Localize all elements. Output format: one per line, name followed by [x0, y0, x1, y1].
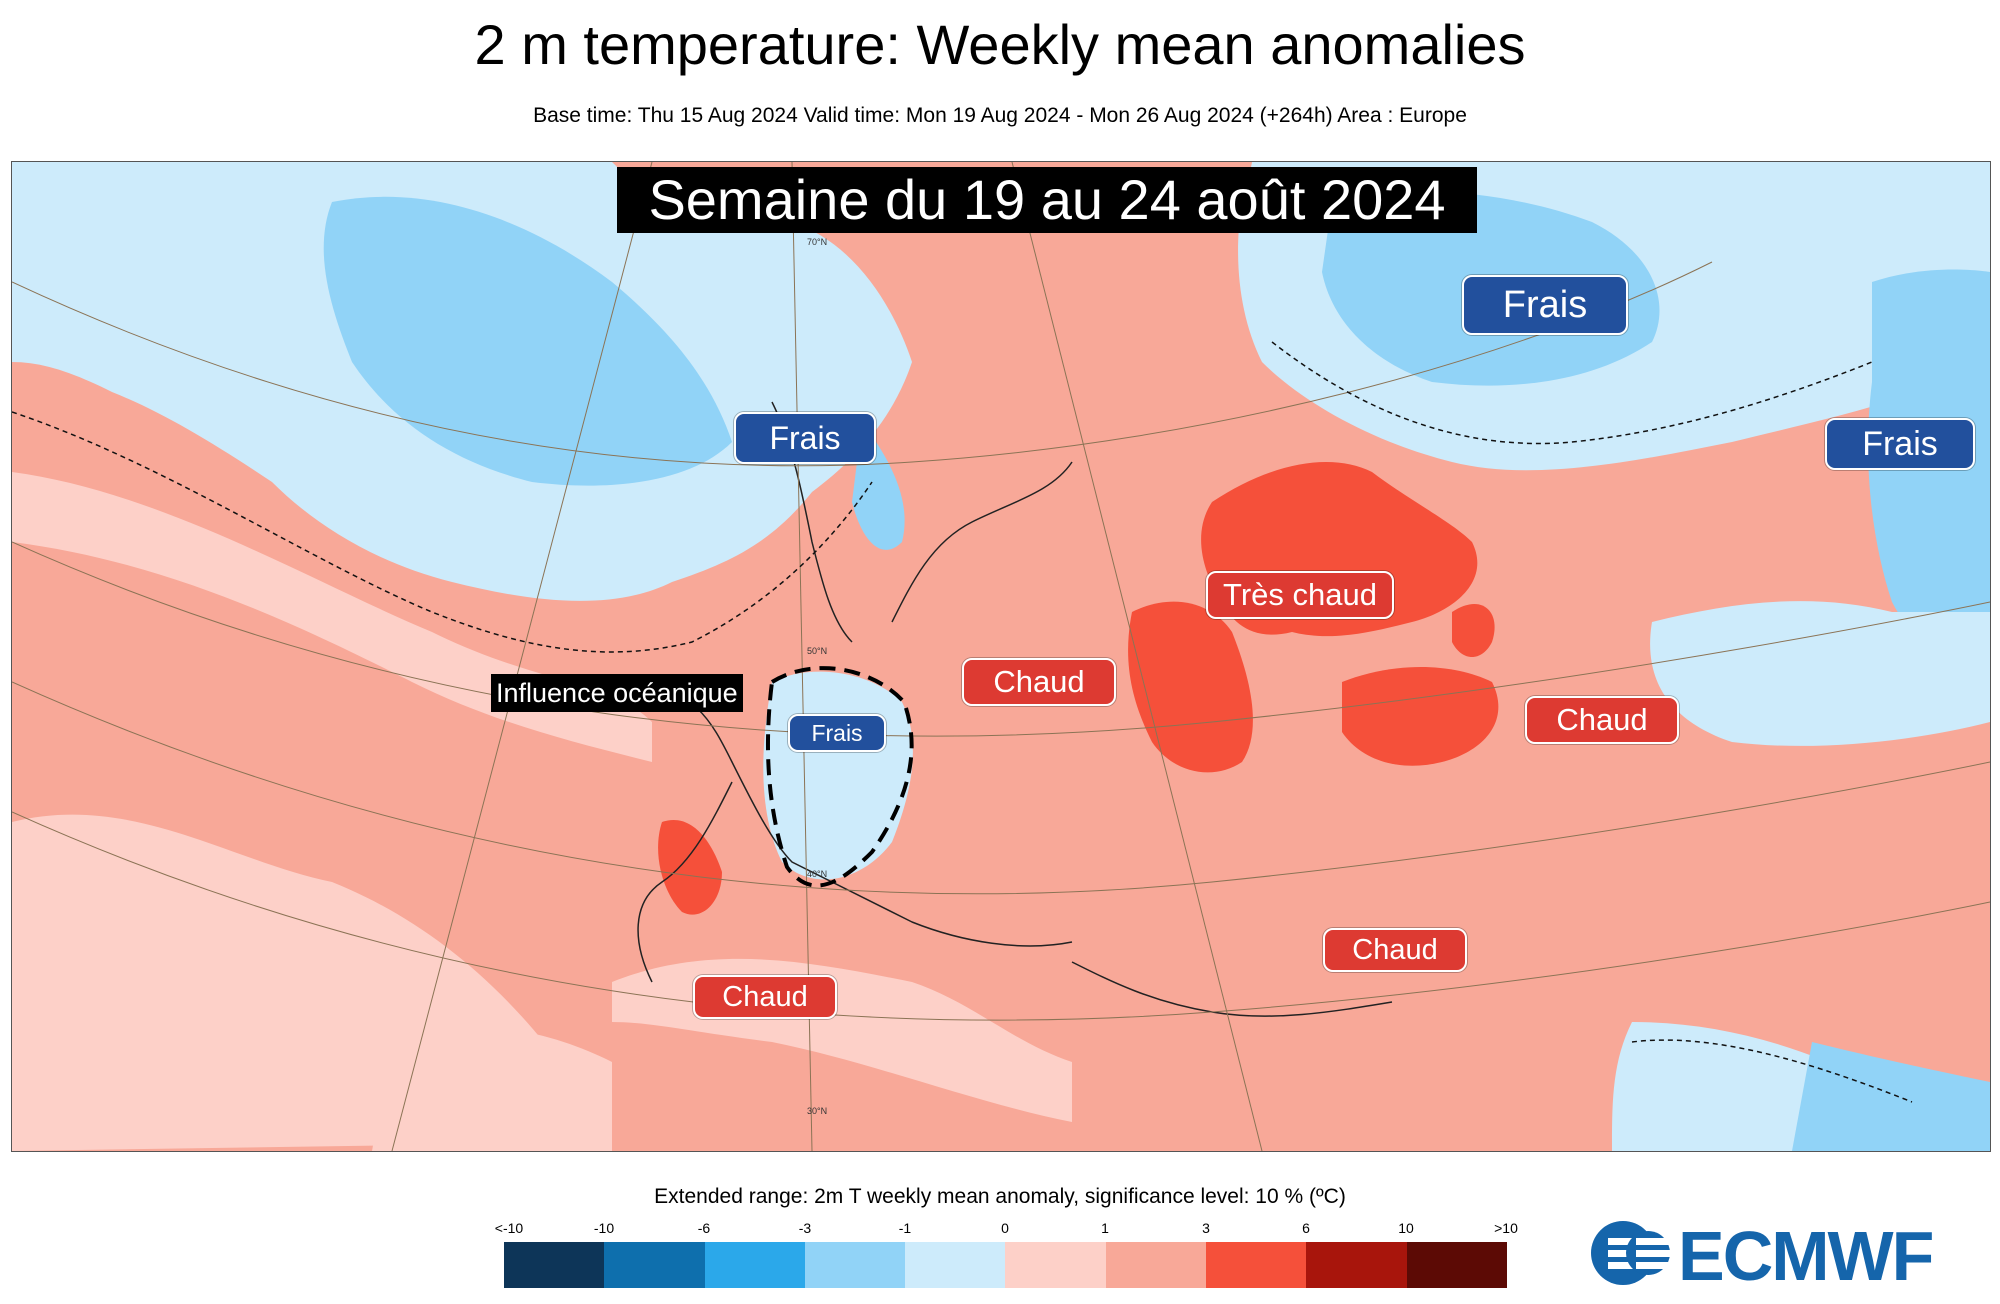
label-frais-urals: Frais: [1825, 418, 1975, 470]
legend-tick: 3: [1202, 1220, 1210, 1236]
legend-swatch-8: [1306, 1242, 1407, 1288]
anomaly-map: Semaine du 19 au 24 août 2024 70°N 50°N …: [11, 161, 1991, 1152]
latitude-label-50: 50°N: [807, 646, 828, 656]
label-frais-russia: Frais: [1462, 275, 1628, 335]
legend-tick: -10: [593, 1220, 615, 1236]
very-warm-balkans: [1128, 601, 1253, 773]
very-warm-black-sea: [1342, 667, 1499, 766]
label-tres-chaud: Très chaud: [1206, 571, 1394, 619]
france-cool-outline: [765, 666, 914, 888]
legend-colorbar: [504, 1242, 1507, 1288]
chart-subtitle: Base time: Thu 15 Aug 2024 Valid time: M…: [533, 104, 1467, 127]
label-chaud-caspian: Chaud: [1525, 696, 1679, 744]
latitude-label-70: 70°N: [807, 237, 828, 247]
legend-swatch-4: [905, 1242, 1006, 1288]
legend-tick: -6: [697, 1220, 711, 1236]
legend-swatch-2: [704, 1242, 805, 1288]
graticule: [12, 162, 1990, 1151]
week-banner: Semaine du 19 au 24 août 2024: [617, 167, 1477, 233]
light-warm-west-africa: [372, 1027, 612, 1151]
significance-contours: [12, 341, 1913, 1103]
ocean-influence-label: Influence océanique: [491, 674, 743, 712]
legend-swatch-0: [504, 1242, 605, 1288]
label-frais-france: Frais: [788, 714, 886, 752]
legend-swatch-1: [604, 1242, 705, 1288]
very-warm-iberia: [658, 820, 722, 915]
legend-swatch-3: [804, 1242, 906, 1288]
very-warm-caspian: [1452, 603, 1495, 657]
legend-tick: 1: [1101, 1220, 1109, 1236]
chart-title: 2 m temperature: Weekly mean anomalies: [474, 13, 1526, 76]
cool-caucasus-east: [1650, 601, 1990, 746]
latitude-label-30: 30°N: [807, 1106, 828, 1116]
legend-title: Extended range: 2m T weekly mean anomaly…: [654, 1185, 1346, 1208]
legend-ticks: <-10 -10 -6 -3 -1 0 1 3 6 10 >10: [485, 1220, 1525, 1240]
legend-swatch-6: [1105, 1242, 1207, 1288]
label-frais-greenland-sea: Frais: [734, 412, 876, 464]
legend-tick: <-10: [494, 1220, 524, 1236]
legend-swatch-5: [1005, 1242, 1106, 1288]
ecmwf-logo-icon: [1591, 1221, 1672, 1285]
legend-tick: 6: [1302, 1220, 1310, 1236]
legend-tick: 10: [1398, 1220, 1414, 1236]
map-canvas: [12, 162, 1990, 1151]
cold-arabia-east: [1792, 1042, 1990, 1151]
label-chaud-egypt: Chaud: [1323, 928, 1467, 972]
ecmwf-logo-text: ECMWF: [1678, 1217, 1934, 1295]
cold-greenland-sea: [323, 196, 732, 486]
label-chaud-central-europe: Chaud: [962, 658, 1116, 706]
legend-tick: >10: [1494, 1220, 1518, 1236]
legend-tick: -3: [798, 1220, 812, 1236]
legend-swatch-9: [1406, 1242, 1507, 1288]
legend-swatch-7: [1206, 1242, 1307, 1288]
legend-tick: -1: [898, 1220, 912, 1236]
label-chaud-north-africa: Chaud: [693, 975, 837, 1019]
ecmwf-logo: ECMWF: [1588, 1217, 1960, 1295]
latitude-label-40: 40°N: [807, 869, 828, 879]
legend-tick: 0: [1001, 1220, 1009, 1236]
